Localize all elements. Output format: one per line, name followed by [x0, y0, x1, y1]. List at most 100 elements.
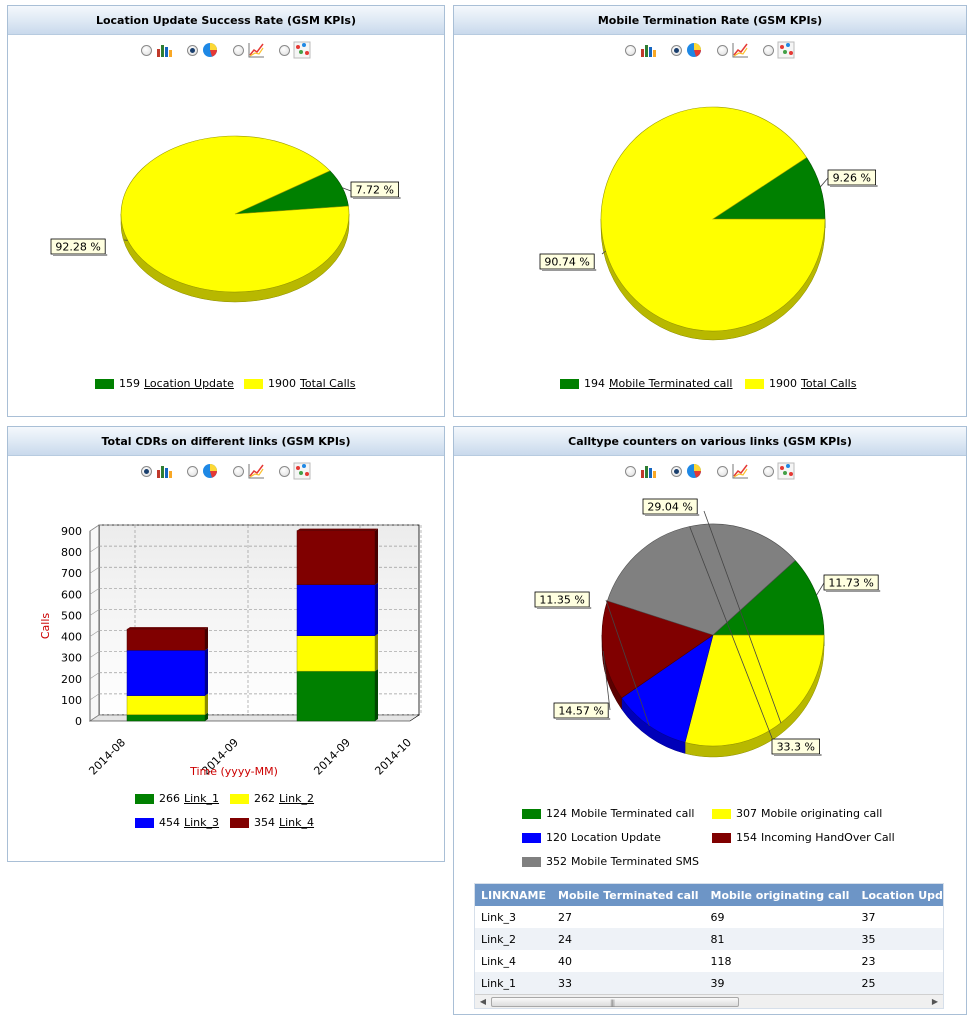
chart-type-radio[interactable]: [625, 465, 636, 477]
chart-legend: 124 Mobile Terminated call 307 Mobile origi…: [454, 807, 966, 877]
bar-segment-link-3[interactable]: [296, 584, 376, 636]
legend-swatch: [95, 378, 114, 389]
legend-count: 1900: [769, 377, 797, 390]
table-cell: Link_2: [475, 928, 553, 950]
table-row: Link_327693729: [475, 906, 943, 928]
chart-type-radio[interactable]: [233, 44, 244, 56]
legend-item: 1900 Total Calls: [244, 377, 355, 390]
panel-title: Total CDRs on different links (GSM KPIs): [8, 427, 444, 456]
chart-type-radio[interactable]: [763, 44, 774, 56]
table-cell: 23: [861, 954, 876, 968]
chart-type-radio[interactable]: [717, 465, 728, 477]
chart-type-option-pie-chart[interactable]: [187, 462, 219, 480]
legend-swatch: [560, 378, 579, 389]
legend-link[interactable]: Location Update: [144, 377, 234, 390]
scroll-right-icon[interactable]: ▶: [931, 997, 939, 1006]
chart-type-option-pie-chart[interactable]: [671, 41, 703, 59]
pie-data-label: 29.04 %: [647, 501, 692, 514]
chart-type-option-line-chart[interactable]: [233, 41, 265, 59]
pie-chart-icon: [687, 43, 701, 57]
legend-link[interactable]: Mobile Terminated call: [609, 377, 733, 390]
legend-label: Mobile Terminated call: [571, 807, 695, 820]
legend-count: 159: [119, 377, 140, 390]
horizontal-scrollbar[interactable]: ◀ ||| ▶: [475, 994, 943, 1008]
legend-count: 154: [736, 831, 757, 844]
chart-type-option-bar-chart[interactable]: [141, 41, 173, 59]
stacked-bar-chart: 0 100 200 300 400 500 600 700 800 900 2014-08 2014-…: [39, 524, 422, 778]
y-tick-label: 800: [61, 546, 82, 559]
pie-chart: 9.26 % 90.74 %: [539, 106, 878, 341]
table-header-cell[interactable]: LINKNAME: [475, 884, 553, 906]
table-header-row: LINKNAME Mobile Terminated call Mobile ori…: [475, 884, 943, 906]
chart-type-radio[interactable]: [625, 44, 636, 56]
chart-type-radio[interactable]: [187, 44, 198, 56]
table-header-cell[interactable]: Mobile Terminated call: [552, 884, 705, 906]
chart-type-option-pie-chart[interactable]: [187, 41, 219, 59]
legend-item: 354 Link_4: [230, 816, 314, 829]
bar-segment-link-3[interactable]: [126, 650, 206, 696]
table-header-cell[interactable]: Mobile originating call: [704, 884, 856, 906]
legend-label: Mobile Terminated SMS: [571, 855, 700, 868]
pie-data-label: 7.72 %: [356, 184, 394, 197]
table-cell: 37: [861, 910, 876, 924]
legend-item: 307 Mobile originating call: [712, 807, 882, 820]
chart-type-radio[interactable]: [671, 465, 682, 477]
chart-type-option-line-chart[interactable]: [717, 41, 749, 59]
table-cell: Link_1: [475, 972, 553, 994]
y-axis-title: Calls: [39, 613, 52, 640]
bar-segment-link-2[interactable]: [126, 695, 206, 715]
legend-item: 352 Mobile Terminated SMS: [522, 855, 699, 868]
bar-chart-icon: [641, 466, 656, 478]
scroll-thumb[interactable]: |||: [491, 997, 739, 1007]
legend-swatch: [244, 378, 263, 389]
pie-slice-total-calls[interactable]: [600, 106, 826, 332]
bar-segment-link-4[interactable]: [126, 628, 206, 651]
y-tick-label: 100: [61, 694, 82, 707]
legend-link[interactable]: Link_2: [279, 792, 315, 805]
chart-type-radio[interactable]: [279, 44, 290, 56]
chart-type-option-bar-chart[interactable]: [141, 462, 173, 480]
legend-link[interactable]: Link_3: [184, 816, 220, 829]
chart-type-radio[interactable]: [141, 44, 152, 56]
legend-link[interactable]: Total Calls: [801, 377, 857, 390]
chart-type-option-bar-chart[interactable]: [625, 462, 657, 480]
bar-segment-link-1[interactable]: [126, 714, 206, 722]
chart-type-radio[interactable]: [671, 44, 682, 56]
chart-type-radio[interactable]: [717, 44, 728, 56]
chart-type-option-line-chart[interactable]: [233, 462, 265, 480]
legend-link[interactable]: Link_1: [184, 792, 220, 805]
table-header-cell[interactable]: Location Update: [855, 884, 943, 906]
chart-type-option-scatter-chart[interactable]: [763, 462, 795, 480]
legend-link[interactable]: Total Calls: [300, 377, 356, 390]
chart-type-option-line-chart[interactable]: [717, 462, 749, 480]
pie-data-label: 92.28 %: [55, 241, 100, 254]
chart-type-option-scatter-chart[interactable]: [763, 41, 795, 59]
chart-type-radio[interactable]: [141, 465, 152, 477]
chart-type-radio[interactable]: [187, 465, 198, 477]
chart-type-option-scatter-chart[interactable]: [279, 41, 311, 59]
table-cell: 25: [855, 972, 943, 994]
chart-type-radio[interactable]: [233, 465, 244, 477]
legend-link[interactable]: Link_4: [279, 816, 315, 829]
bar-segment-link-1[interactable]: [296, 670, 376, 722]
pie-chart-icon: [203, 464, 217, 478]
legend-count: 124: [546, 807, 567, 820]
table-cell: Link_4: [481, 954, 517, 968]
pie-label-connector: [342, 187, 352, 192]
bar-chart-icon: [157, 466, 172, 478]
chart-type-option-pie-chart[interactable]: [671, 462, 703, 480]
bar-segment-link-2[interactable]: [296, 635, 376, 672]
chart-type-radio[interactable]: [279, 465, 290, 477]
calltype-table-container: LINKNAME Mobile Terminated call Mobile ori…: [474, 883, 944, 1009]
pie-slice-total-calls[interactable]: [120, 135, 350, 293]
legend-count: 194: [584, 377, 605, 390]
chart-type-option-scatter-chart[interactable]: [279, 462, 311, 480]
pie-label-connector: [601, 250, 606, 255]
chart-type-radio[interactable]: [763, 465, 774, 477]
y-tick-label: 600: [61, 588, 82, 601]
bar-segment-link-4[interactable]: [296, 530, 376, 585]
scroll-left-icon[interactable]: ◀: [479, 997, 487, 1006]
legend-swatch: [522, 832, 541, 843]
pie-data-label: 33.3 %: [777, 741, 815, 754]
chart-type-option-bar-chart[interactable]: [625, 41, 657, 59]
